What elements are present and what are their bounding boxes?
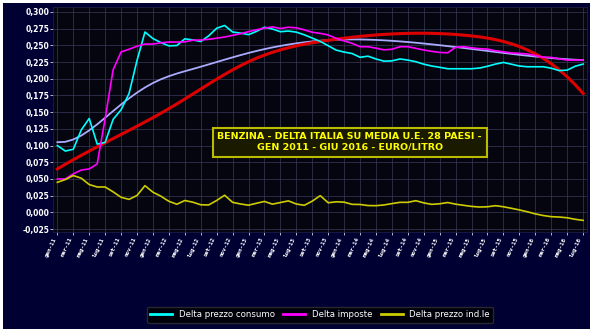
Text: BENZINA - DELTA ITALIA SU MEDIA U.E. 28 PAESI -
GEN 2011 - GIU 2016 - EURO/LITRO: BENZINA - DELTA ITALIA SU MEDIA U.E. 28 … xyxy=(217,132,482,152)
Legend: Delta prezzo consumo, Delta imposte, Delta prezzo ind.le: Delta prezzo consumo, Delta imposte, Del… xyxy=(147,307,493,323)
